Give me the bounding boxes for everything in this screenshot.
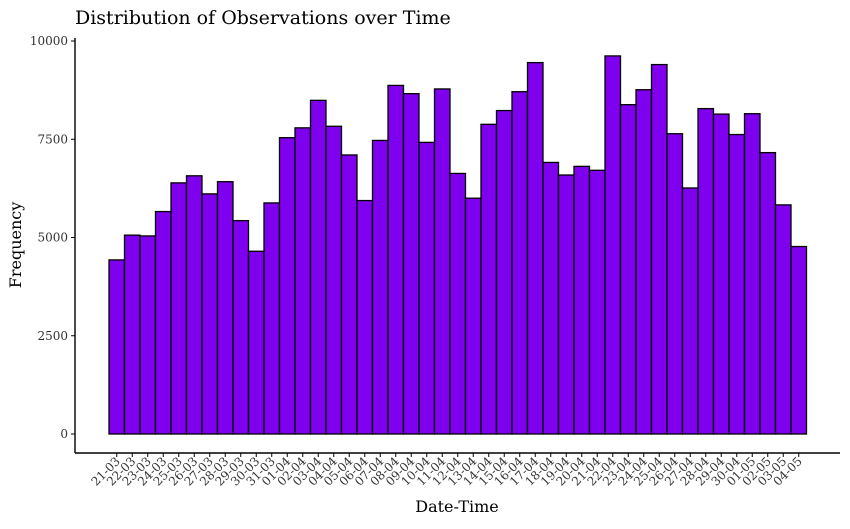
bar-14-04 [480, 123, 498, 435]
bar-03-05 [774, 204, 792, 435]
bar-19-04 [557, 174, 575, 435]
bar-09-04 [402, 93, 420, 435]
bar-04-05 [790, 245, 808, 435]
bar-21-04 [588, 169, 606, 435]
y-tick-label: 10000 [30, 34, 68, 48]
bar-26-04 [666, 133, 684, 435]
bar-02-05 [759, 151, 777, 435]
bar-27-03 [201, 193, 219, 435]
bar-30-03 [247, 250, 265, 435]
y-axis-ticks: 0 2500 5000 7500 10000 [30, 34, 75, 441]
bar-30-04 [728, 133, 746, 435]
x-axis-ticks: 21-0322-0323-0324-0325-0326-0327-0328-03… [89, 453, 805, 489]
bar-22-04 [604, 55, 622, 435]
bar-24-04 [635, 89, 653, 435]
bar-13-04 [464, 197, 482, 435]
bar-16-04 [511, 91, 529, 435]
bar-24-03 [154, 210, 172, 435]
bar-20-04 [573, 165, 591, 435]
bar-06-04 [356, 199, 374, 435]
bar-02-04 [294, 127, 312, 435]
bar-18-04 [542, 161, 560, 435]
y-tick-label: 5000 [37, 231, 68, 245]
bar-23-04 [619, 104, 637, 435]
bar-07-04 [371, 139, 389, 435]
bar-11-04 [433, 88, 451, 435]
bar-15-04 [495, 109, 513, 435]
bar-29-03 [232, 219, 250, 435]
chart-title: Distribution of Observations over Time [75, 7, 451, 29]
bar-03-04 [309, 99, 327, 435]
bar-28-03 [216, 181, 234, 435]
bar-17-04 [526, 61, 544, 435]
bar-22-03 [123, 234, 141, 435]
y-tick-label: 0 [60, 427, 68, 441]
bar-01-04 [278, 137, 296, 435]
bar-26-03 [185, 175, 203, 435]
bars [108, 55, 808, 435]
bar-12-04 [449, 172, 467, 435]
bar-28-04 [697, 107, 715, 435]
y-tick-label: 2500 [37, 329, 68, 343]
bar-29-04 [712, 113, 730, 435]
bar-31-03 [263, 202, 281, 435]
bar-08-04 [387, 84, 405, 435]
bar-23-03 [139, 235, 157, 435]
bar-21-03 [108, 259, 126, 435]
bar-01-05 [743, 113, 761, 435]
y-axis-title: Frequency [6, 202, 25, 289]
bar-27-04 [681, 187, 699, 435]
bar-25-04 [650, 63, 668, 435]
y-tick-label: 7500 [37, 132, 68, 146]
bar-25-03 [170, 182, 188, 435]
bar-10-04 [418, 141, 436, 435]
bar-05-04 [340, 154, 358, 435]
x-axis-title: Date-Time [415, 497, 499, 516]
bar-04-04 [325, 125, 343, 435]
